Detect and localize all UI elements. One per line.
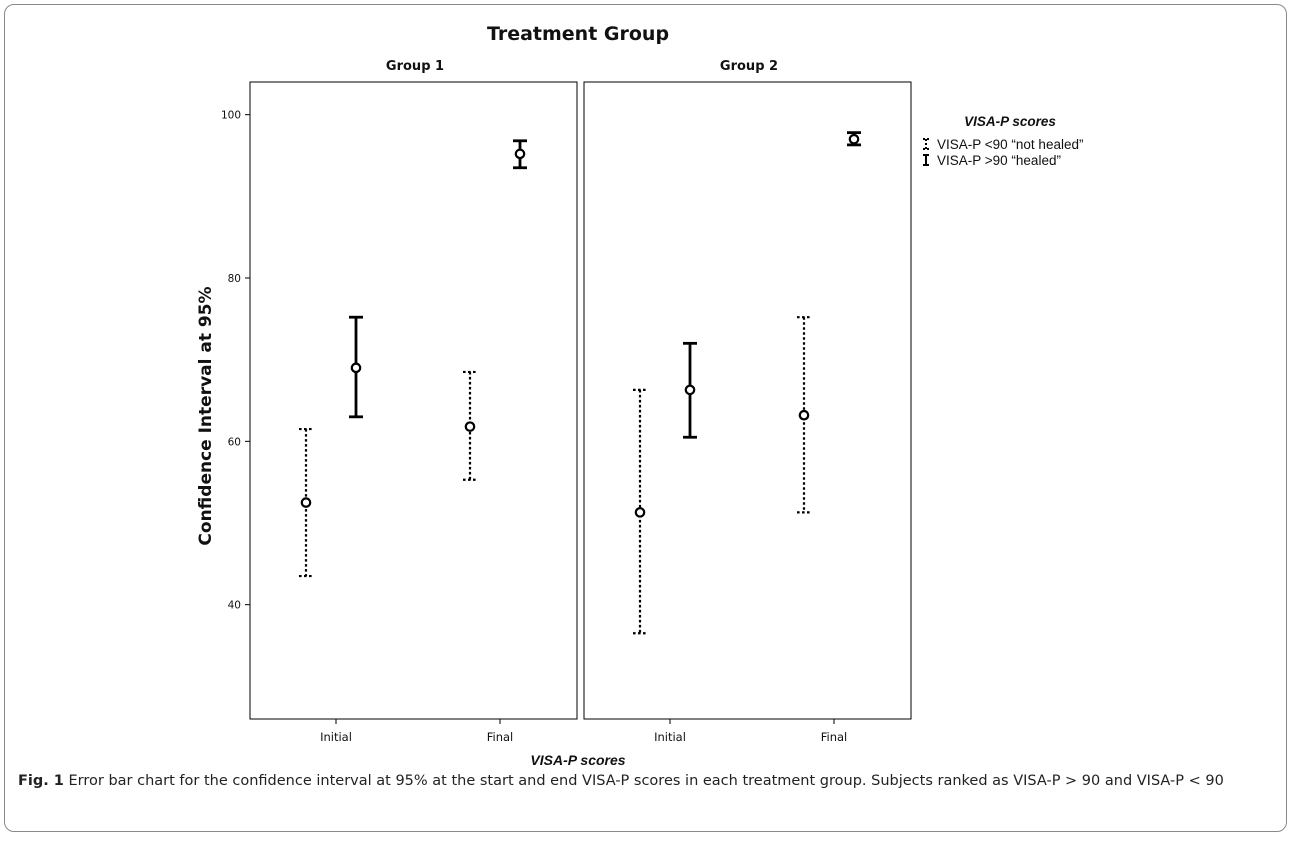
mean-marker xyxy=(514,148,526,160)
error-bar xyxy=(513,139,527,170)
y-tick-label: 100 xyxy=(221,110,241,122)
mean-marker xyxy=(300,497,312,508)
error-bar xyxy=(683,341,697,439)
mean-marker xyxy=(798,409,810,421)
x-tick-label: Final xyxy=(487,730,514,744)
legend-title: VISA-P scores xyxy=(964,114,1056,129)
chart-title: Treatment Group xyxy=(487,23,669,45)
y-tick-label: 40 xyxy=(228,600,241,612)
error-bar xyxy=(633,388,647,635)
error-bar xyxy=(797,316,811,514)
y-tick-label: 60 xyxy=(228,436,241,448)
x-tick-label: Final xyxy=(821,730,848,744)
x-tick-label: Initial xyxy=(320,730,352,744)
error-bar xyxy=(847,131,861,147)
mean-marker xyxy=(848,133,860,145)
figure-frame xyxy=(4,4,1287,832)
y-tick-label: 80 xyxy=(228,273,241,285)
plot-panel-group-1 xyxy=(249,81,578,720)
panel-label-group-1: Group 1 xyxy=(386,59,444,74)
figure-caption: Fig. 1 Error bar chart for the confidenc… xyxy=(18,770,1268,792)
mean-marker xyxy=(464,421,476,432)
mean-marker xyxy=(684,384,696,396)
panel-label-group-2: Group 2 xyxy=(720,59,778,74)
caption-label: Fig. 1 xyxy=(18,773,64,789)
mean-marker xyxy=(350,362,362,374)
x-tick-label: Initial xyxy=(654,730,686,744)
error-bar xyxy=(299,427,313,578)
legend-label-not-healed: VISA-P <90 “not healed” xyxy=(937,137,1083,152)
legend-label-healed: VISA-P >90 “healed” xyxy=(937,153,1061,168)
error-bar xyxy=(463,370,477,481)
legend-item-not-healed: VISA-P <90 “not healed” xyxy=(923,137,1083,152)
caption-text: Error bar chart for the confidence inter… xyxy=(68,773,1224,789)
mean-marker xyxy=(634,507,646,518)
x-axis-label: VISA-P scores xyxy=(530,752,625,768)
legend-item-healed: VISA-P >90 “healed” xyxy=(923,153,1061,168)
y-axis-label: Confidence Interval at 95% xyxy=(196,286,216,545)
plot-panel-group-2 xyxy=(583,81,912,720)
error-bar xyxy=(349,315,363,419)
